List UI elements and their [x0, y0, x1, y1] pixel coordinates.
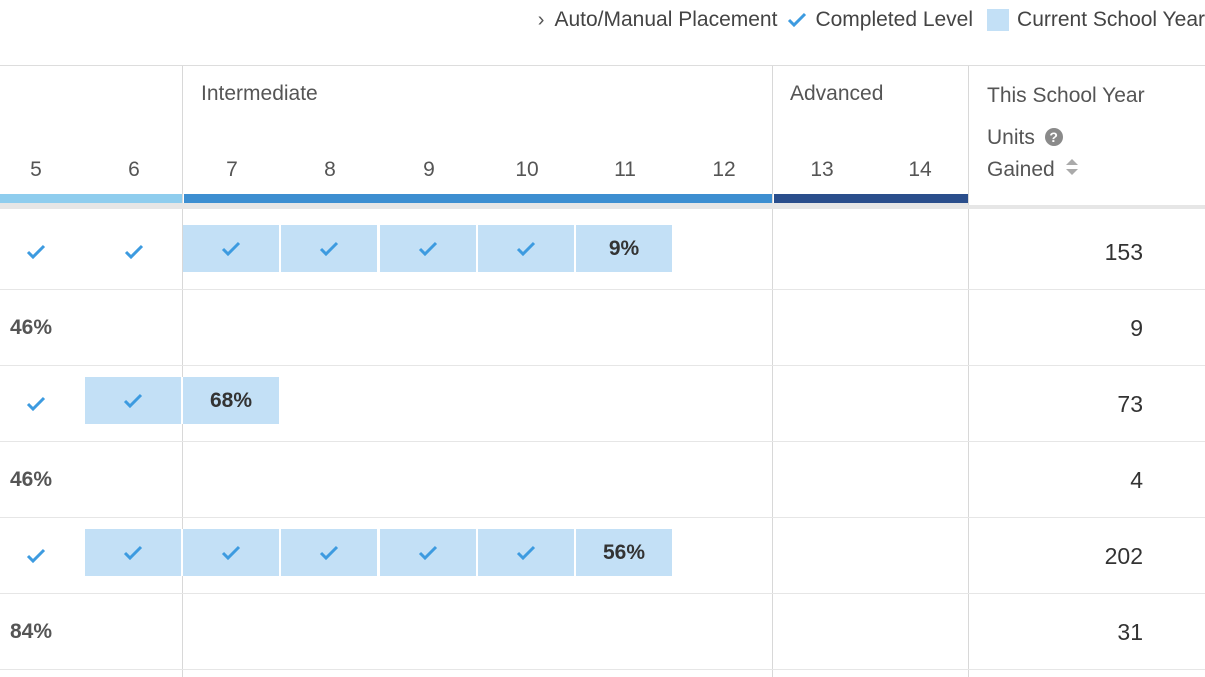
- header-top-divider: [0, 65, 1205, 66]
- row-divider: [0, 593, 1205, 594]
- advanced-bar: [774, 194, 968, 203]
- row-divider: [0, 441, 1205, 442]
- help-icon[interactable]: ?: [1044, 128, 1063, 146]
- group-advanced: Advanced: [790, 82, 884, 105]
- beginner-bar: [0, 194, 182, 203]
- current-year-swatch: [987, 9, 1010, 31]
- check-icon: [478, 529, 576, 576]
- check-icon: [478, 225, 576, 272]
- check-icon: [183, 529, 281, 576]
- intermediate-bar: [184, 194, 772, 203]
- level-progress: 68%: [183, 377, 281, 424]
- student-row: 46% 9: [0, 290, 1205, 366]
- column-header-6: 6: [128, 158, 140, 181]
- column-header-7: 7: [226, 158, 238, 181]
- level-progress: 84%: [10, 620, 53, 643]
- column-header-9: 9: [423, 158, 435, 181]
- units-header-line1: Units: [987, 126, 1035, 149]
- check-icon: [85, 529, 183, 576]
- row-divider: [0, 669, 1205, 670]
- group-intermediate: Intermediate: [201, 82, 318, 105]
- legend-completed-label: Completed Level: [815, 8, 974, 31]
- units-gained-value: 202: [1104, 542, 1143, 569]
- chevron-right-icon: ›: [537, 8, 545, 31]
- check-icon: [281, 529, 379, 576]
- column-header-5: 5: [30, 158, 42, 181]
- check-icon: [85, 377, 183, 424]
- units-header-title: This School Year: [987, 84, 1145, 107]
- row-divider: [0, 517, 1205, 518]
- column-header-11: 11: [614, 158, 636, 181]
- units-header-underline: [968, 205, 1205, 209]
- units-header-line2: Gained: [987, 158, 1055, 181]
- check-icon: [787, 12, 807, 28]
- units-gained-value: 31: [1117, 618, 1143, 645]
- advanced-divider: [772, 66, 773, 677]
- units-gained-value: 153: [1104, 238, 1143, 265]
- check-icon: [183, 225, 281, 272]
- intermediate-divider: [182, 66, 183, 677]
- level-progress: 46%: [10, 468, 53, 491]
- column-header-12: 12: [712, 158, 736, 181]
- legend-current-label: Current School Year: [1017, 8, 1205, 31]
- units-header: This School Year Units ? Gained: [987, 82, 1145, 192]
- student-row: 68% 73: [0, 366, 1205, 442]
- student-row: 84% 31: [0, 594, 1205, 670]
- units-gained-value: 4: [1130, 466, 1143, 493]
- check-icon: [380, 529, 478, 576]
- check-icon: [0, 366, 85, 442]
- column-header-10: 10: [515, 158, 539, 181]
- level-progress: 46%: [10, 316, 53, 339]
- check-icon: [85, 214, 183, 290]
- sort-icon: [1065, 156, 1079, 184]
- units-gained-value: 73: [1117, 390, 1143, 417]
- check-icon: [380, 225, 478, 272]
- legend: › Auto/Manual Placement Completed Level …: [538, 6, 1205, 34]
- student-row: 9% 153: [0, 214, 1205, 290]
- check-icon: [0, 518, 85, 594]
- student-row: 56% 202: [0, 518, 1205, 594]
- units-sort-button[interactable]: Gained: [987, 156, 1145, 192]
- column-header-13: 13: [810, 158, 834, 181]
- check-icon: [0, 214, 85, 290]
- student-row: 46% 4: [0, 442, 1205, 518]
- row-divider: [0, 365, 1205, 366]
- column-header-14: 14: [908, 158, 932, 181]
- units-gained-value: 9: [1130, 314, 1143, 341]
- level-progress: 56%: [576, 529, 674, 576]
- column-header-8: 8: [324, 158, 336, 181]
- check-icon: [281, 225, 379, 272]
- units-divider: [968, 66, 969, 677]
- header-bottom-rule: [0, 203, 968, 209]
- level-progress: 9%: [576, 225, 674, 272]
- legend-placement-label: Auto/Manual Placement: [554, 8, 778, 31]
- row-divider: [0, 289, 1205, 290]
